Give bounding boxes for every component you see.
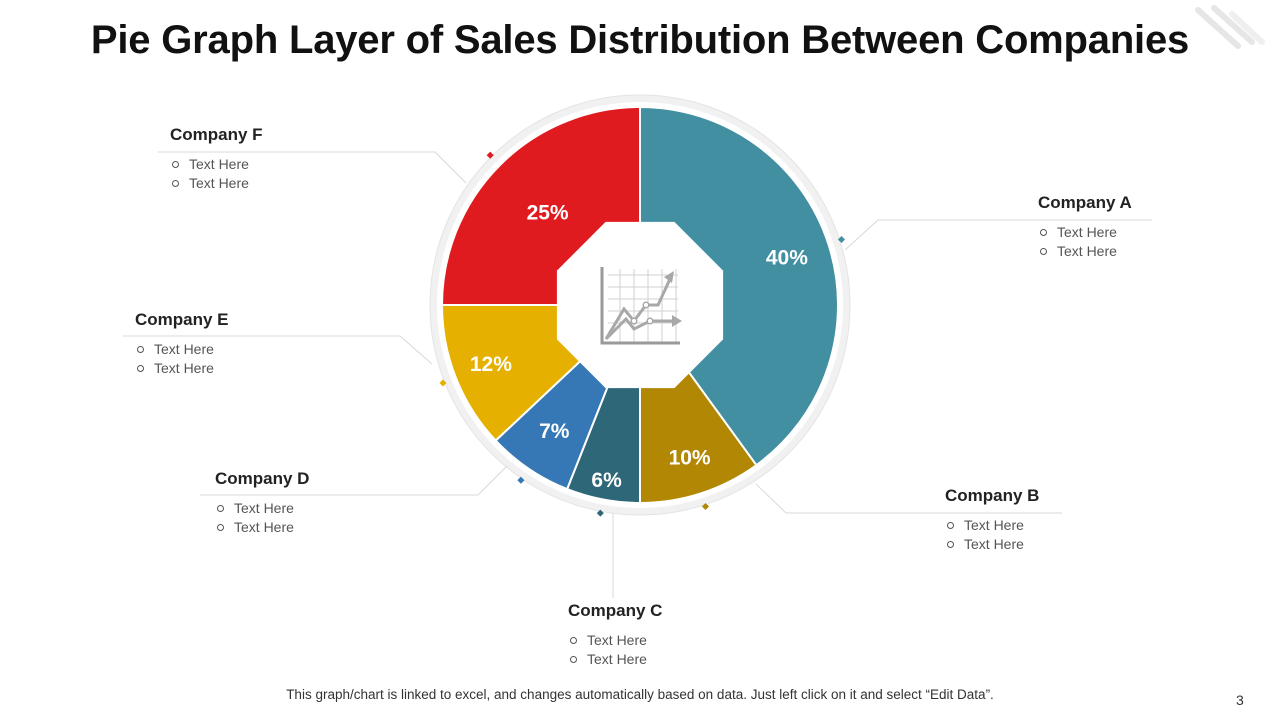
callout-bullet: Text Here bbox=[1038, 223, 1132, 242]
slice-label-b: 10% bbox=[669, 447, 711, 470]
leader-line-e bbox=[123, 335, 433, 365]
page-number: 3 bbox=[1236, 692, 1244, 708]
leader-line-f bbox=[158, 151, 467, 184]
callout-company-d: Company D Text Here Text Here bbox=[215, 469, 309, 536]
leader-dot-f bbox=[486, 151, 494, 159]
callout-bullet: Text Here bbox=[945, 516, 1039, 535]
callout-title: Company A bbox=[1038, 193, 1132, 212]
leader-line-b bbox=[755, 483, 1062, 514]
callout-company-e: Company E Text Here Text Here bbox=[135, 310, 229, 377]
leader-dot-c bbox=[596, 509, 604, 517]
corner-stripes-decoration bbox=[1195, 5, 1265, 49]
callout-title: Company E bbox=[135, 310, 229, 329]
callout-title: Company F bbox=[170, 125, 263, 144]
leader-dot-e bbox=[439, 379, 447, 387]
callout-bullet: Text Here bbox=[568, 631, 662, 650]
slice-label-d: 7% bbox=[539, 420, 570, 443]
page-title: Pie Graph Layer of Sales Distribution Be… bbox=[90, 18, 1190, 62]
leader-dot-a bbox=[837, 235, 846, 244]
footnote: This graph/chart is linked to excel, and… bbox=[286, 687, 994, 702]
callout-bullet: Text Here bbox=[170, 155, 263, 174]
leader-dot-b bbox=[701, 502, 710, 511]
callout-bullet: Text Here bbox=[170, 174, 263, 193]
callout-company-c: Company C Text Here Text Here bbox=[568, 601, 662, 668]
callout-bullet: Text Here bbox=[945, 535, 1039, 554]
callout-bullet: Text Here bbox=[215, 518, 309, 537]
callout-company-a: Company A Text Here Text Here bbox=[1038, 193, 1132, 260]
slice-label-e: 12% bbox=[470, 353, 512, 376]
callout-company-f: Company F Text Here Text Here bbox=[170, 125, 263, 192]
slice-label-f: 25% bbox=[527, 202, 569, 225]
callout-title: Company C bbox=[568, 601, 663, 620]
callout-bullet: Text Here bbox=[215, 499, 309, 518]
leader-line-a bbox=[844, 219, 1152, 251]
slice-label-a: 40% bbox=[766, 246, 808, 269]
leader-line-d bbox=[200, 465, 508, 496]
pie-slice-a[interactable] bbox=[639, 105, 839, 467]
center-octagon bbox=[556, 221, 724, 389]
callout-bullet: Text Here bbox=[135, 340, 229, 359]
callout-company-b: Company B Text Here Text Here bbox=[945, 486, 1039, 553]
slice-label-c: 6% bbox=[591, 469, 622, 492]
callout-title: Company D bbox=[215, 469, 310, 488]
callout-bullet: Text Here bbox=[135, 359, 229, 378]
callout-bullet: Text Here bbox=[1038, 242, 1132, 261]
line-chart-icon bbox=[600, 267, 682, 345]
callout-title: Company B bbox=[945, 486, 1040, 505]
callout-bullet: Text Here bbox=[568, 650, 662, 669]
leader-dot-d bbox=[517, 476, 525, 484]
